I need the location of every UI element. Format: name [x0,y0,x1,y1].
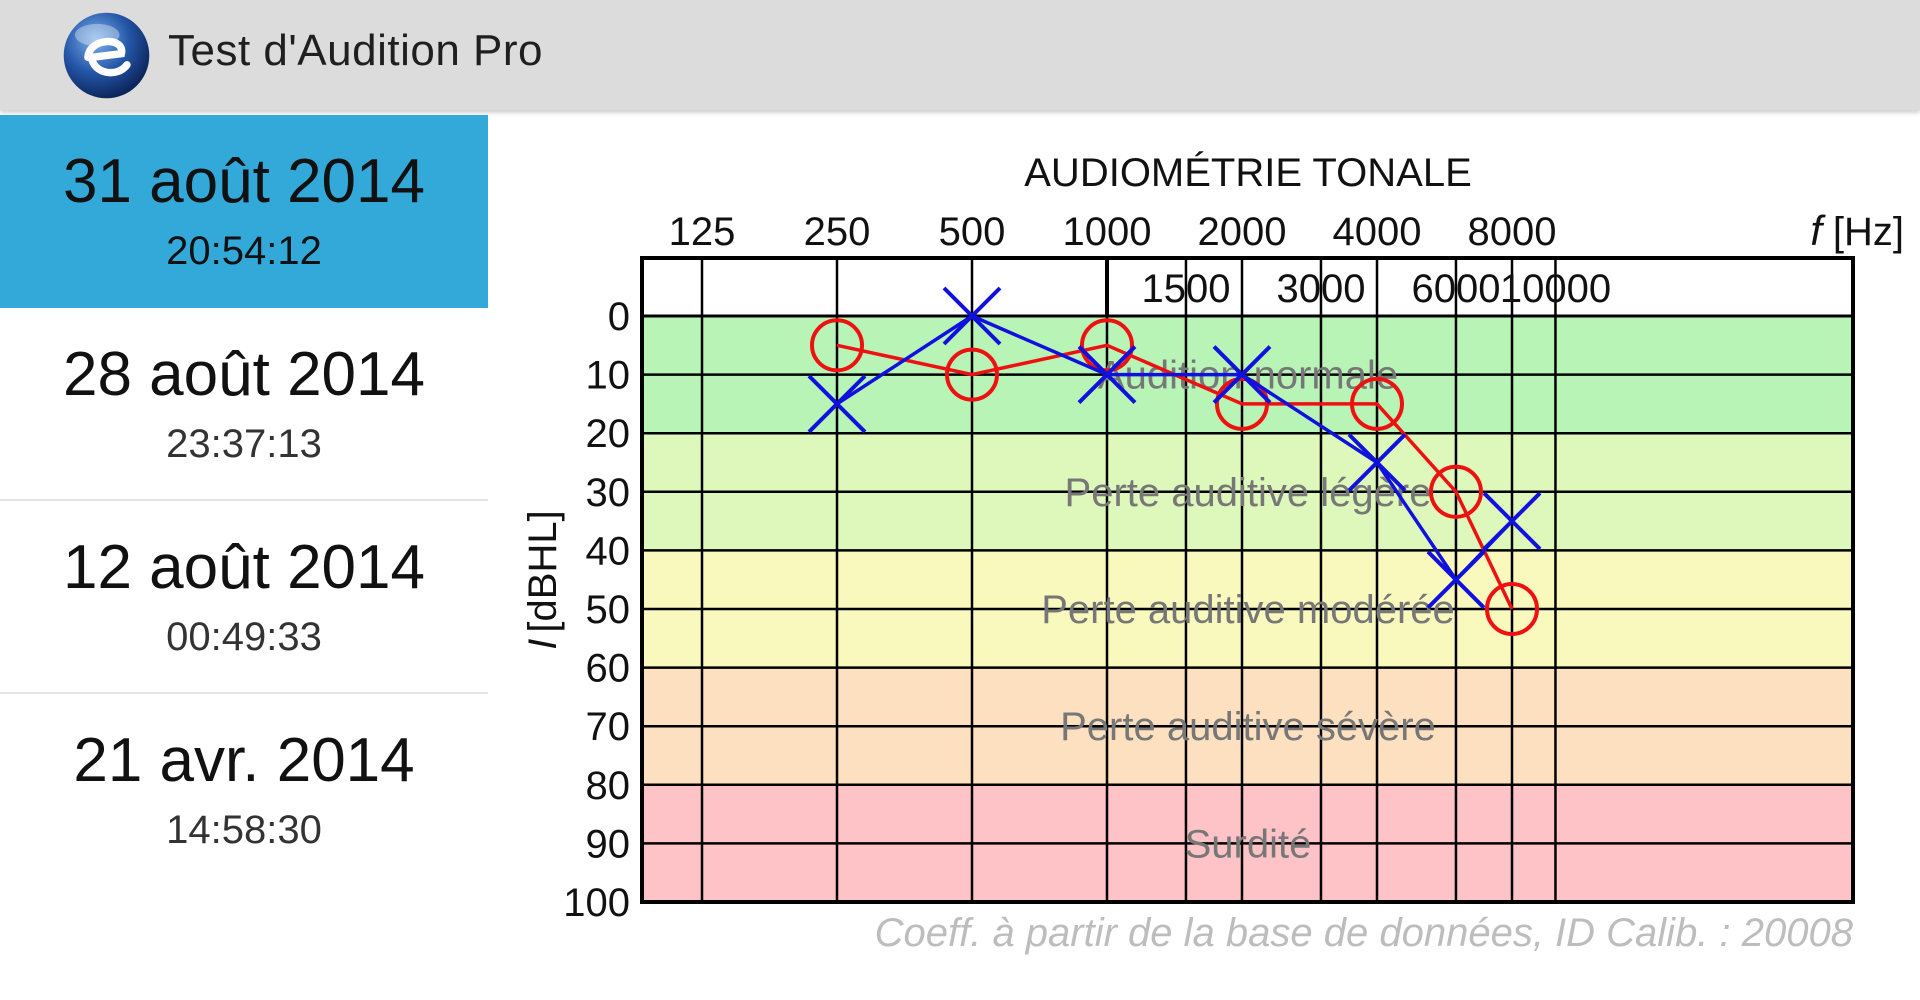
y-tick-label: 90 [586,822,631,866]
data-point-cross [807,374,867,434]
session-time: 23:37:13 [166,422,322,466]
data-point-circle [1485,582,1539,636]
app-logo-icon[interactable] [60,9,153,102]
y-tick-label: 100 [563,881,630,925]
x-axis-symbol: f [1810,207,1826,254]
plot-frame [640,256,1855,904]
x-tick-label: 10000 [1500,267,1611,311]
data-point-cross [1426,550,1486,610]
session-time: 00:49:33 [166,615,322,659]
y-tick-label: 20 [586,412,631,456]
session-date: 21 avr. 2014 [73,726,415,795]
y-tick-label: 80 [586,764,631,808]
session-list: 31 août 2014 20:54:12 28 août 2014 23:37… [0,115,488,887]
session-date: 12 août 2014 [62,533,425,602]
y-tick-label: 10 [586,354,631,398]
data-point-circle [1080,318,1134,373]
x-tick-label: 8000 [1468,210,1557,254]
data-point-circle [1428,464,1483,519]
x-tick-label: 1000 [1063,210,1152,254]
zone-label: Perte auditive légère [1065,471,1432,515]
session-time: 20:54:12 [166,229,322,273]
session-time: 14:58:30 [166,808,322,852]
zone-label: Perte auditive sévère [1060,705,1436,749]
data-point-circle [1350,376,1404,431]
zone-label: Surdité [1185,822,1312,866]
data-point-circle [1215,376,1269,431]
y-tick-label: 30 [586,471,631,515]
calibration-footnote: Coeff. à partir de la base de données, I… [875,911,1854,955]
session-item-0[interactable]: 31 août 2014 20:54:12 [0,115,488,308]
y-tick-label: 70 [586,705,631,749]
y-tick-label: 50 [586,588,631,632]
session-item-3[interactable]: 21 avr. 2014 14:58:30 [0,694,488,887]
x-axis-unit: [Hz] [1833,210,1904,254]
session-date: 28 août 2014 [62,340,425,409]
data-point-circle [945,347,999,402]
data-point-cross [1212,345,1272,405]
session-item-2[interactable]: 12 août 2014 00:49:33 [0,501,488,694]
data-point-circle [810,318,864,373]
zone-label: Perte auditive modérée [1041,588,1455,632]
app-title: Test d'Audition Pro [168,26,543,75]
x-tick-label: 4000 [1333,210,1422,254]
x-tick-label: 3000 [1276,267,1365,311]
data-point-cross [942,286,1002,346]
y-tick-label: 40 [586,529,631,573]
session-item-1[interactable]: 28 août 2014 23:37:13 [0,308,488,501]
y-axis-label: I[dBHL] [521,510,565,649]
data-point-cross [1347,433,1407,492]
x-tick-label: 125 [669,210,736,254]
x-tick-label: 500 [939,210,1006,254]
session-date: 31 août 2014 [62,147,425,216]
x-tick-label: 1500 [1141,267,1230,311]
y-tick-label: 0 [608,295,630,339]
series-line-circle [836,343,1514,610]
x-tick-label: 6000 [1411,267,1500,311]
data-point-cross [1482,491,1542,551]
y-tick-label: 60 [586,647,631,691]
x-tick-label: 2000 [1198,210,1287,254]
app-bar: Test d'Audition Pro [0,0,1920,110]
chart-title: AUDIOMÉTRIE TONALE [1024,150,1472,195]
x-tick-label: 250 [804,210,871,254]
data-point-cross [1077,345,1137,405]
